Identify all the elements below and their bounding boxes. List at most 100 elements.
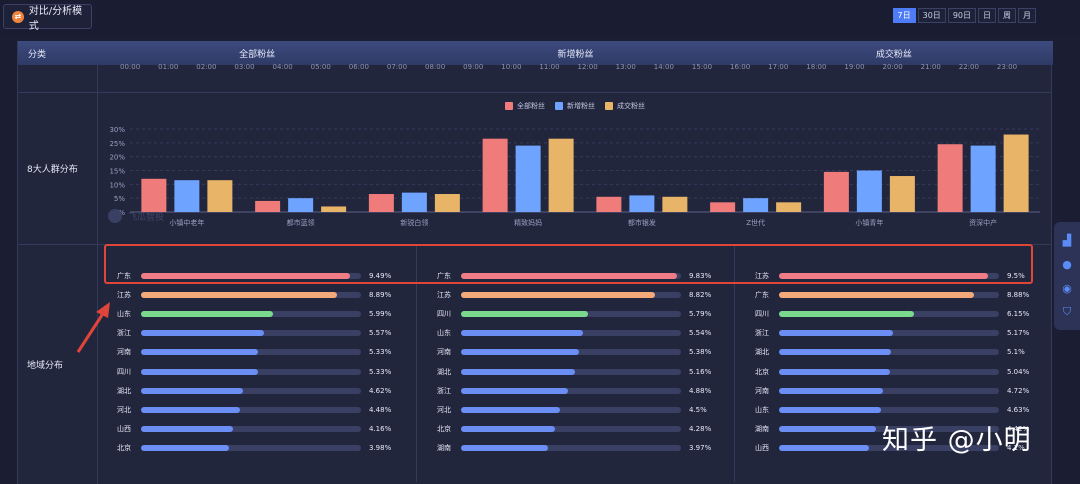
user-add-icon[interactable]: ●	[1062, 257, 1072, 271]
hour-tick: 19:00	[844, 63, 865, 71]
region-row: 河北 4.5%	[437, 400, 707, 419]
region-name: 四川	[437, 309, 451, 318]
region-value: 5.04%	[1007, 367, 1030, 376]
hour-tick: 12:00	[577, 63, 598, 71]
region-bar-track	[779, 368, 999, 375]
region-value: 3.97%	[689, 444, 712, 453]
legend-item[interactable]: 成交粉丝	[605, 101, 645, 111]
region-row: 山东 5.54%	[437, 324, 711, 343]
watermark-logo-icon	[108, 209, 122, 223]
region-value: 4.62%	[369, 386, 392, 395]
region-value: 5.38%	[689, 348, 712, 357]
hour-tick: 09:00	[463, 63, 484, 71]
bar	[823, 171, 849, 212]
bar	[629, 195, 655, 212]
region-bar-track	[461, 426, 681, 433]
region-bar-fill	[779, 310, 915, 317]
region-bar-track	[141, 387, 361, 394]
bar	[207, 180, 233, 212]
region-bar-fill	[461, 387, 569, 394]
legend-item[interactable]: 全部粉丝	[505, 101, 545, 111]
region-bar-fill	[141, 272, 350, 279]
hour-tick: 05:00	[310, 63, 331, 71]
range-button[interactable]: 90日	[947, 8, 976, 23]
header-deal-fans: 成交粉丝	[875, 49, 912, 60]
region-bar-fill	[779, 349, 892, 356]
range-button[interactable]: 周	[998, 8, 1016, 23]
range-button[interactable]: 7日	[892, 8, 916, 23]
bar	[889, 176, 915, 212]
region-name: 山西	[755, 444, 769, 453]
range-button[interactable]: 30日	[917, 8, 946, 23]
side-dock: ▟ ● ◉ ⛉	[1054, 222, 1080, 330]
bar	[255, 200, 281, 212]
hour-tick: 06:00	[348, 63, 369, 71]
region-row: 河南 5.38%	[437, 343, 711, 362]
region-bar-fill	[461, 368, 575, 375]
bar	[401, 192, 427, 212]
region-bar-fill	[779, 406, 881, 413]
bar	[434, 194, 460, 212]
region-row: 江苏 8.89%	[117, 285, 391, 304]
region-row: 广东 8.88%	[755, 285, 1029, 304]
region-row: 浙江 5.57%	[117, 324, 391, 343]
region-value: 9.5%	[1007, 271, 1025, 280]
range-button[interactable]: 月	[1018, 8, 1036, 23]
region-value: 5.1%	[1007, 348, 1025, 357]
region-name: 山东	[117, 309, 131, 318]
region-bar-fill	[779, 445, 870, 452]
y-tick-label: 10%	[109, 181, 125, 189]
region-name: 湖南	[437, 444, 451, 453]
hour-tick: 16:00	[730, 63, 751, 71]
hour-tick: 11:00	[539, 63, 560, 71]
bar	[1003, 134, 1029, 212]
region-value: 5.57%	[369, 329, 392, 338]
region-value: 5.54%	[689, 329, 712, 338]
region-bar-track	[779, 349, 999, 356]
bar	[141, 178, 167, 212]
region-bar-track	[461, 368, 681, 375]
region-value: 8.89%	[369, 290, 392, 299]
region-bar-fill	[461, 349, 580, 356]
region-name: 湖北	[117, 386, 131, 395]
region-name: 山西	[117, 425, 131, 434]
shield-icon[interactable]: ⛉	[1062, 305, 1072, 318]
range-button[interactable]: 日	[978, 8, 996, 23]
circle-icon[interactable]: ◉	[1062, 281, 1072, 295]
region-name: 浙江	[117, 329, 131, 338]
hour-tick: 01:00	[158, 63, 179, 71]
hour-tick: 22:00	[958, 63, 979, 71]
chart-icon[interactable]: ▟	[1062, 233, 1072, 247]
region-bar-track	[461, 272, 681, 279]
region-value: 4.63%	[1007, 405, 1030, 414]
region-row: 江苏 9.5%	[755, 266, 1025, 285]
region-bar-fill	[141, 291, 337, 298]
region-bar-track	[779, 310, 999, 317]
region-bar-fill	[779, 291, 975, 298]
region-row: 江苏 8.82%	[437, 285, 711, 304]
region-row: 四川 5.79%	[437, 304, 711, 323]
region-bar-track	[461, 291, 681, 298]
region-value: 5.79%	[689, 309, 712, 318]
legend-item[interactable]: 新增粉丝	[555, 101, 595, 111]
x-tick-label: 都市银发	[628, 218, 656, 227]
region-name: 广东	[117, 271, 131, 280]
region-bar-track	[779, 330, 999, 337]
region-row: 湖南 3.97%	[437, 439, 711, 458]
region-bar-track	[461, 445, 681, 452]
region-row: 湖北 5.16%	[437, 362, 711, 381]
x-tick-label: Z世代	[746, 218, 765, 227]
region-row: 浙江 5.17%	[755, 324, 1029, 343]
region-bar-track	[141, 406, 361, 413]
compare-mode-button[interactable]: ⇄ 对比/分析模式	[3, 4, 92, 32]
region-name: 北京	[437, 425, 451, 434]
compare-mode-label: 对比/分析模式	[28, 5, 83, 32]
hour-tick: 18:00	[806, 63, 827, 71]
hour-tick: 02:00	[196, 63, 217, 71]
hour-tick: 17:00	[768, 63, 789, 71]
region-value: 5.33%	[369, 348, 392, 357]
bar	[174, 180, 200, 212]
row-label-crowd: 8大人群分布	[27, 165, 78, 175]
legend-label: 全部粉丝	[517, 102, 545, 110]
region-bar-fill	[141, 387, 243, 394]
